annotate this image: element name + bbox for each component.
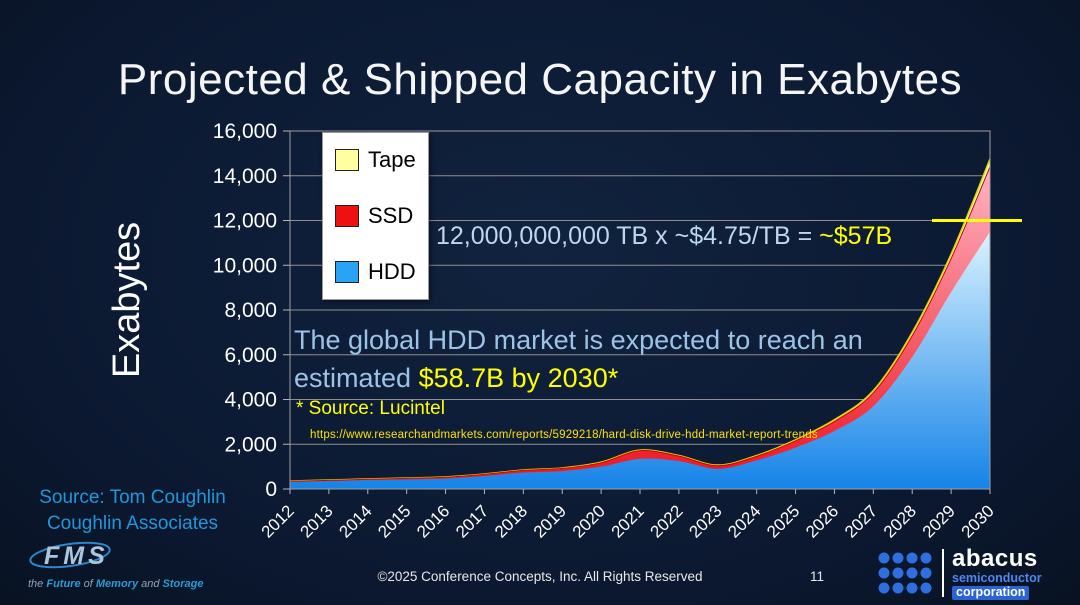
fms-tagline-word: the	[28, 578, 47, 590]
x-tick-label: 2016	[413, 501, 453, 541]
fms-tagline-word: Memory	[95, 578, 139, 590]
coughlin-source-line2: Coughlin Associates	[46, 513, 219, 534]
y-tick-label: 14,000	[213, 165, 277, 188]
y-tick-label: 12,000	[213, 210, 277, 233]
fms-logo-mark-icon: FMS	[29, 541, 111, 570]
y-tick-label: 0	[265, 478, 277, 501]
legend-swatch-hdd	[335, 261, 359, 283]
x-tick-label: 2017	[452, 501, 492, 541]
calc-annotation: 12,000,000,000 TB x ~$4.75/TB = ~$57B	[436, 222, 892, 251]
y-tick-label: 10,000	[213, 254, 277, 277]
x-tick-label: 2024	[724, 501, 764, 541]
copyright-text: ©2025 Conference Concepts, Inc. All Righ…	[377, 569, 703, 584]
abacus-semiconductor: semiconductor	[952, 571, 1042, 586]
x-tick-label: 2023	[685, 501, 725, 541]
fms-tagline-word: Future	[46, 578, 81, 590]
chart-legend: Tape SSD HDD	[322, 132, 429, 300]
page-title: Projected & Shipped Capacity in Exabytes	[117, 55, 963, 105]
legend-item-tape: Tape	[335, 147, 416, 173]
x-tick-label: 2018	[491, 501, 531, 541]
abacus-divider	[942, 548, 944, 597]
y-tick-label: 16,000	[213, 120, 277, 143]
fms-logo-text: FMS	[44, 542, 109, 570]
market-line2: estimated $58.7B by 2030*	[294, 359, 863, 397]
fms-tagline-word: Storage	[162, 578, 204, 590]
x-tick-label: 2013	[297, 501, 337, 541]
market-line2-prefix: estimated	[294, 363, 419, 393]
y-tick-label: 4,000	[224, 389, 277, 412]
y-axis-title: Exabytes	[106, 221, 148, 379]
x-tick-label: 2014	[335, 501, 375, 541]
legend-swatch-tape	[335, 149, 359, 171]
legend-swatch-ssd	[335, 205, 359, 227]
abacus-dots-icon	[878, 552, 932, 594]
calc-text: 12,000,000,000 TB x ~$4.75/TB =	[436, 222, 820, 250]
fms-tagline: the Future of Memory and Storage	[28, 578, 278, 590]
y-tick-label: 2,000	[224, 433, 277, 456]
capacity-area-chart: 0 2,000 4,000 6,000 8,000 10,000 12,000 14,000 1…	[213, 120, 1022, 542]
y-tick-label: 8,000	[224, 299, 277, 322]
coughlin-source: Source: Tom Coughlin Coughlin Associates	[30, 485, 235, 537]
source-url-link[interactable]: https://www.researchandmarkets.com/repor…	[310, 429, 818, 441]
legend-item-ssd: SSD	[335, 203, 416, 229]
calc-highlight: ~$57B	[819, 222, 893, 250]
lucintel-source-note: * Source: Lucintel	[296, 398, 445, 419]
x-tick-label: 2012	[258, 501, 298, 541]
market-line2-highlight: $58.7B by 2030*	[418, 363, 619, 393]
x-tick-label: 2015	[374, 501, 414, 541]
page-number: 11	[810, 569, 825, 584]
legend-label: SSD	[368, 203, 414, 228]
legend-item-hdd: HDD	[335, 259, 416, 285]
x-tick-label: 2029	[919, 501, 959, 541]
area-hdd	[290, 231, 990, 489]
x-tick-label: 2030	[958, 501, 998, 541]
fms-tagline-word: of	[80, 578, 96, 590]
abacus-logo-text: abacus semiconductor corporation	[952, 545, 1042, 600]
x-tick-label: 2027	[841, 501, 881, 541]
y-tick-label: 6,000	[224, 344, 277, 367]
coughlin-source-line1: Source: Tom Coughlin	[39, 487, 226, 508]
fms-tagline-word: and	[138, 578, 163, 590]
x-tick-label: 2020	[569, 501, 609, 541]
x-tick-label: 2025	[763, 501, 803, 541]
x-tick-label: 2022	[647, 501, 687, 541]
x-tick-label: 2019	[530, 501, 570, 541]
x-tick-label: 2028	[880, 501, 920, 541]
abacus-name: abacus	[952, 545, 1038, 572]
legend-label: HDD	[368, 259, 416, 284]
fms-logo: FMS the Future of Memory and Storage	[28, 538, 278, 590]
x-tick-label: 2021	[608, 501, 648, 541]
legend-label: Tape	[368, 147, 416, 172]
x-tick-label: 2026	[802, 501, 842, 541]
abacus-corporation: corporation	[952, 585, 1030, 600]
market-line1: The global HDD market is expected to rea…	[294, 325, 863, 355]
abacus-logo: abacus semiconductor corporation	[876, 545, 1042, 600]
market-annotation: The global HDD market is expected to rea…	[294, 321, 863, 397]
